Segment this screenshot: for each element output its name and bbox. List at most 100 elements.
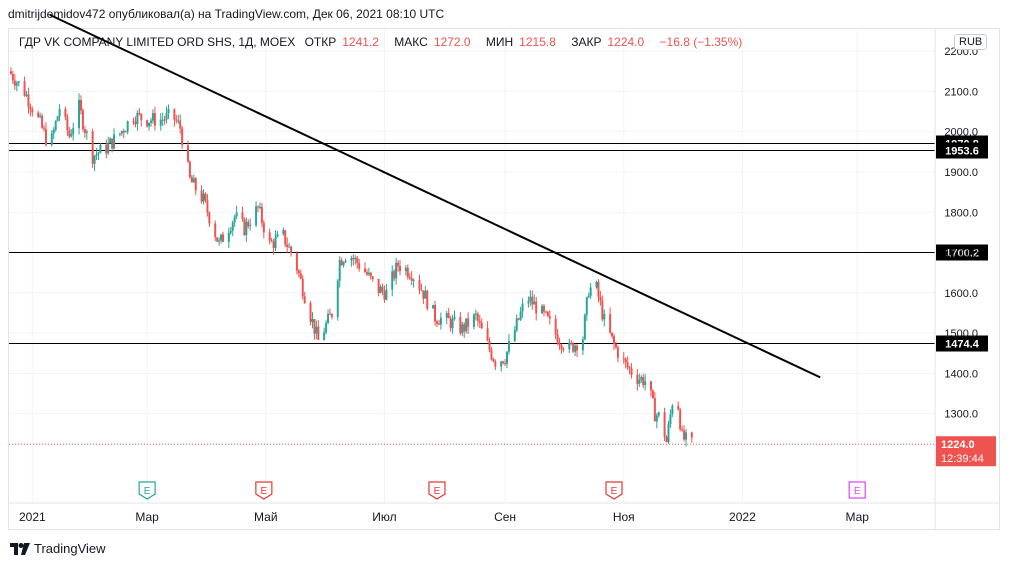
candle-body [434,304,437,322]
level-price-label: 1700.2 [945,248,979,260]
x-tick-label: Сен [494,510,516,524]
level-price-label: 1953.6 [945,146,979,158]
candle-body [218,240,221,242]
candle-body [276,234,279,237]
candle-body [91,131,94,164]
candle-body [568,342,571,350]
candle-body [597,281,600,297]
candle-body [303,296,306,304]
last-price-badge [936,436,996,467]
candle-body [657,412,660,416]
earnings-marker: E [255,481,273,500]
candle-body [447,313,450,319]
candle-body [576,345,579,351]
candle-body [227,232,230,242]
high-value: 1272.0 [433,35,471,49]
candle-body [572,343,575,352]
candle-body [377,278,380,294]
candle-body [364,268,367,273]
y-tick-label: 1900.0 [944,167,978,179]
candle-body [140,113,143,121]
candle-body [229,230,232,233]
x-tick-label: Ноя [613,510,635,524]
candle-body [344,260,347,263]
candle-body [309,303,312,322]
trendline [49,13,821,379]
candle-body [515,318,518,331]
candle-body [603,314,606,320]
candle-body [684,432,687,440]
candle-body [249,225,252,227]
candle-body [31,109,34,113]
candle-body [327,313,330,323]
candle-body [202,193,205,202]
candle-body [432,304,435,309]
candle-body [640,377,643,380]
earnings-marker-label: E [854,486,861,497]
candle-body [167,109,170,113]
candle-body [52,130,55,134]
candle-body [11,73,14,81]
candle-body [159,119,162,126]
candle-body [367,272,370,275]
candle-body [295,253,298,271]
candle-body [186,145,189,162]
last-price-label: 1224.0 [941,439,975,451]
candle-body [397,262,400,266]
candle-body [663,412,666,438]
candle-body [257,206,260,208]
candle-body [72,128,75,135]
currency-button[interactable]: RUB [954,34,988,50]
candle-body [233,216,236,223]
candle-body [241,212,244,219]
y-tick-label: 1400.0 [944,368,978,380]
candle-body [583,314,586,340]
candle-body [247,221,250,227]
candle-body [148,122,151,127]
candle-body [120,130,123,134]
candle-body [272,241,275,248]
candle-body [381,286,384,292]
candle-body [651,390,654,398]
candle-body [50,133,53,145]
candle-body [426,290,429,309]
candle-body [177,120,180,122]
candle-body [461,324,464,334]
level-price-badge [936,142,988,159]
candle-body [356,257,359,264]
candle-body [9,71,12,74]
candle-body [194,178,197,191]
candle-body [677,405,680,410]
candle-body [93,155,96,164]
level-price-badge [936,335,988,352]
candle-body [175,119,178,121]
candle-body [354,257,357,260]
earnings-marker: E [428,481,446,500]
candle-body [66,117,69,131]
candle-body [519,311,522,320]
candle-body [81,110,84,130]
candle-body [342,262,345,266]
candle-body [445,313,448,318]
candle-body [562,349,565,351]
candle-body [393,271,396,279]
candle-body [97,152,100,155]
candle-body [649,381,652,391]
candle-body [585,297,588,315]
candle-body [365,272,368,275]
candle-body [39,115,42,117]
candle-body [315,326,318,334]
candle-body [286,244,289,247]
x-tick-label: Июл [372,510,396,524]
candle-body [192,178,195,183]
candle-body [151,113,154,121]
earnings-marker-shape [138,481,156,500]
candle-body [542,305,545,312]
candle-body [150,120,153,123]
candle-body [556,334,559,344]
candle-body [535,301,538,314]
y-tick-label: 1800.0 [944,207,978,219]
candle-body [243,218,246,236]
